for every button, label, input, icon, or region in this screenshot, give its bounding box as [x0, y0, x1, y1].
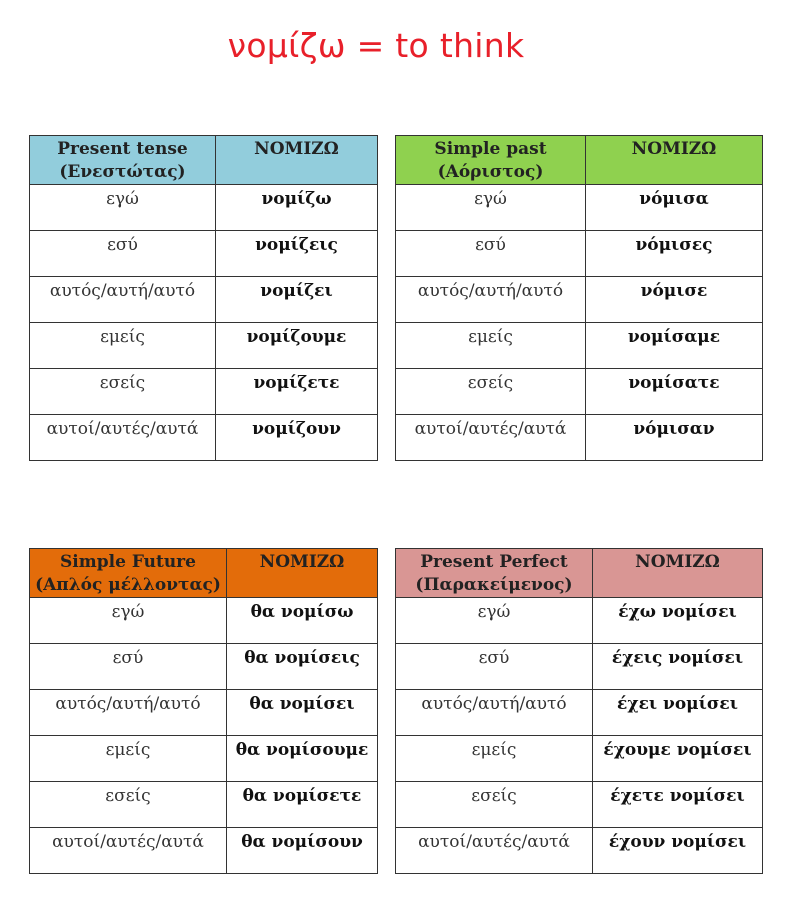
verb-form-cell: θα νομίσω	[226, 597, 378, 644]
tense-header: Simple Future (Απλός μέλλοντας)	[29, 548, 227, 598]
pronoun-cell: αυτός/αυτή/αυτό	[395, 276, 586, 323]
table-row: εγώ θα νομίσω	[29, 597, 378, 644]
pronoun-cell: αυτός/αυτή/αυτό	[395, 689, 593, 736]
table-row: εγώ νομίζω	[29, 184, 378, 231]
tense-greek-name: (Απλός μέλλοντας)	[35, 575, 221, 595]
verb-form-cell: νόμισες	[585, 230, 763, 277]
verb-form-cell: νόμισε	[585, 276, 763, 323]
verb-form-cell: έχουν νομίσει	[592, 827, 763, 874]
verb-form-cell: νομίσαμε	[585, 322, 763, 369]
table-row: αυτοί/αυτές/αυτά θα νομίσουν	[29, 827, 378, 874]
present-perfect-table: Present Perfect (Παρακείμενος) ΝΟΜΙΖΩ εγ…	[395, 548, 763, 874]
page-title: νομίζω = to think	[227, 26, 525, 65]
verb-header: ΝΟΜΙΖΩ	[215, 135, 378, 185]
table-row: εγώ έχω νομίσει	[395, 597, 763, 644]
verb-form-cell: νόμισαν	[585, 414, 763, 461]
table-row: εσύ έχεις νομίσει	[395, 643, 763, 690]
pronoun-cell: εσύ	[29, 230, 216, 277]
verb-form-cell: νομίζω	[215, 184, 378, 231]
table-row: εμείς νομίζουμε	[29, 322, 378, 369]
tense-greek-name: (Ενεστώτας)	[59, 162, 186, 182]
table-row: εσείς θα νομίσετε	[29, 781, 378, 828]
verb-form-cell: έχετε νομίσει	[592, 781, 763, 828]
tense-greek-name: (Παρακείμενος)	[415, 575, 573, 595]
pronoun-cell: εσείς	[395, 368, 586, 415]
verb-header: ΝΟΜΙΖΩ	[585, 135, 763, 185]
table-row: αυτός/αυτή/αυτό νόμισε	[395, 276, 763, 323]
tense-header: Simple past (Αόριστος)	[395, 135, 586, 185]
pronoun-cell: εγώ	[29, 184, 216, 231]
table-header-row: Simple past (Αόριστος) ΝΟΜΙΖΩ	[395, 135, 763, 185]
verb-form-cell: έχεις νομίσει	[592, 643, 763, 690]
pronoun-cell: αυτός/αυτή/αυτό	[29, 276, 216, 323]
pronoun-cell: αυτοί/αυτές/αυτά	[29, 414, 216, 461]
verb-form-cell: νομίζει	[215, 276, 378, 323]
pronoun-cell: εμείς	[395, 322, 586, 369]
verb-form-cell: θα νομίσετε	[226, 781, 378, 828]
table-row: αυτοί/αυτές/αυτά έχουν νομίσει	[395, 827, 763, 874]
pronoun-cell: εμείς	[395, 735, 593, 782]
verb-form-cell: νομίζετε	[215, 368, 378, 415]
pronoun-cell: εσείς	[29, 368, 216, 415]
tense-name: Present tense	[57, 139, 188, 159]
verb-form-cell: έχει νομίσει	[592, 689, 763, 736]
table-row: εσύ νόμισες	[395, 230, 763, 277]
table-row: εγώ νόμισα	[395, 184, 763, 231]
simple-past-table: Simple past (Αόριστος) ΝΟΜΙΖΩ εγώ νόμισα …	[395, 135, 763, 461]
tense-name: Simple Future	[60, 552, 196, 572]
pronoun-cell: εσύ	[395, 230, 586, 277]
table-row: εσείς νομίσατε	[395, 368, 763, 415]
pronoun-cell: εσείς	[29, 781, 227, 828]
verb-form-cell: θα νομίσεις	[226, 643, 378, 690]
pronoun-cell: εγώ	[395, 597, 593, 644]
tense-header: Present Perfect (Παρακείμενος)	[395, 548, 593, 598]
pronoun-cell: εσύ	[29, 643, 227, 690]
pronoun-cell: εσύ	[395, 643, 593, 690]
pronoun-cell: εμείς	[29, 322, 216, 369]
pronoun-cell: αυτοί/αυτές/αυτά	[29, 827, 227, 874]
table-row: εσείς έχετε νομίσει	[395, 781, 763, 828]
verb-form-cell: θα νομίσει	[226, 689, 378, 736]
pronoun-cell: αυτοί/αυτές/αυτά	[395, 827, 593, 874]
table-row: αυτός/αυτή/αυτό θα νομίσει	[29, 689, 378, 736]
verb-form-cell: θα νομίσουν	[226, 827, 378, 874]
tense-header: Present tense (Ενεστώτας)	[29, 135, 216, 185]
verb-form-cell: θα νομίσουμε	[226, 735, 378, 782]
tense-name: Present Perfect	[420, 552, 568, 572]
table-row: εσύ θα νομίσεις	[29, 643, 378, 690]
pronoun-cell: εγώ	[29, 597, 227, 644]
table-row: αυτοί/αυτές/αυτά νομίζουν	[29, 414, 378, 461]
present-tense-table: Present tense (Ενεστώτας) ΝΟΜΙΖΩ εγώ νομί…	[29, 135, 378, 461]
pronoun-cell: αυτοί/αυτές/αυτά	[395, 414, 586, 461]
table-row: εσείς νομίζετε	[29, 368, 378, 415]
verb-header: ΝΟΜΙΖΩ	[592, 548, 763, 598]
pronoun-cell: αυτός/αυτή/αυτό	[29, 689, 227, 736]
simple-future-table: Simple Future (Απλός μέλλοντας) ΝΟΜΙΖΩ ε…	[29, 548, 378, 874]
table-row: αυτός/αυτή/αυτό νομίζει	[29, 276, 378, 323]
verb-form-cell: νομίζεις	[215, 230, 378, 277]
table-header-row: Present Perfect (Παρακείμενος) ΝΟΜΙΖΩ	[395, 548, 763, 598]
pronoun-cell: εσείς	[395, 781, 593, 828]
verb-form-cell: νόμισα	[585, 184, 763, 231]
verb-form-cell: έχω νομίσει	[592, 597, 763, 644]
verb-form-cell: νομίζουμε	[215, 322, 378, 369]
table-row: αυτός/αυτή/αυτό έχει νομίσει	[395, 689, 763, 736]
tense-greek-name: (Αόριστος)	[437, 162, 544, 182]
table-row: εμείς νομίσαμε	[395, 322, 763, 369]
tense-name: Simple past	[434, 139, 547, 159]
pronoun-cell: εμείς	[29, 735, 227, 782]
table-row: αυτοί/αυτές/αυτά νόμισαν	[395, 414, 763, 461]
table-header-row: Present tense (Ενεστώτας) ΝΟΜΙΖΩ	[29, 135, 378, 185]
table-header-row: Simple Future (Απλός μέλλοντας) ΝΟΜΙΖΩ	[29, 548, 378, 598]
verb-form-cell: έχουμε νομίσει	[592, 735, 763, 782]
table-row: εμείς έχουμε νομίσει	[395, 735, 763, 782]
verb-header: ΝΟΜΙΖΩ	[226, 548, 378, 598]
table-row: εμείς θα νομίσουμε	[29, 735, 378, 782]
verb-form-cell: νομίσατε	[585, 368, 763, 415]
verb-form-cell: νομίζουν	[215, 414, 378, 461]
pronoun-cell: εγώ	[395, 184, 586, 231]
table-row: εσύ νομίζεις	[29, 230, 378, 277]
